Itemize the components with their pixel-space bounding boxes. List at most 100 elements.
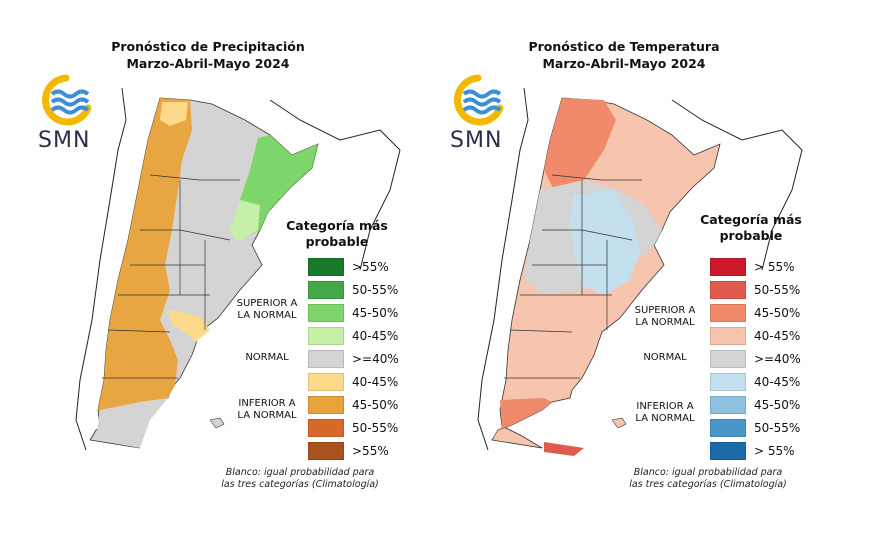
precip-map: [75, 87, 401, 451]
legend-swatch: [710, 304, 746, 322]
cat-label-line: INFERIOR A: [238, 398, 296, 409]
legend-label: > 55%: [754, 260, 795, 274]
legend-swatch: [308, 373, 344, 391]
legend-swatch: [308, 281, 344, 299]
precip-legend-item: >=40%: [308, 349, 399, 369]
precip-legend-item: >55%: [308, 441, 389, 461]
precip-above-normal-light: [230, 200, 260, 242]
legend-swatch: [710, 258, 746, 276]
legend-label: 40-45%: [352, 329, 399, 343]
temp-title: Pronóstico de Temperatura Marzo-Abril-Ma…: [474, 38, 774, 72]
legend-label: >=40%: [352, 352, 399, 366]
legend-label: 45-50%: [352, 398, 399, 412]
legend-label: 50-55%: [754, 421, 801, 435]
legend-swatch: [308, 350, 344, 368]
cat-label-line: SUPERIOR A: [634, 305, 696, 316]
temp-legend-item: 45-50%: [710, 303, 800, 323]
precip-northwest-light: [160, 102, 188, 126]
precip-legend-item: 50-55%: [308, 280, 398, 300]
temp-map: [477, 87, 803, 456]
islands-shape: [209, 417, 225, 429]
temp-south-warm: [492, 398, 552, 440]
legend-swatch: [308, 258, 344, 276]
temp-legend-item: 40-45%: [710, 372, 800, 392]
legend-swatch: [710, 373, 746, 391]
legend-swatch: [308, 396, 344, 414]
temp-superior-label: SUPERIOR A LA NORMAL: [620, 305, 710, 329]
temp-title-line1: Pronóstico de Temperatura: [528, 39, 720, 54]
precip-note: Blanco: igual probabilidad para las tres…: [190, 467, 410, 491]
temp-legend-item: >=40%: [710, 349, 801, 369]
temp-note: Blanco: igual probabilidad para las tres…: [598, 467, 818, 491]
legend-label: >55%: [352, 260, 389, 274]
neighbor-border-line: [269, 99, 401, 271]
smn-logo-icon: [454, 74, 504, 126]
note-line: Blanco: igual probabilidad para: [633, 467, 783, 478]
temp-legend-item: > 55%: [710, 441, 795, 461]
temp-below-normal-region: [570, 190, 640, 295]
legend-label: 40-45%: [754, 329, 801, 343]
legend-label: 45-50%: [352, 306, 399, 320]
cat-label-line: LA NORMAL: [237, 410, 297, 421]
precip-title-line1: Pronóstico de Precipitación: [111, 39, 305, 54]
precip-lower-band: [168, 310, 210, 342]
legend-label: 50-55%: [352, 283, 399, 297]
temp-normal-label: NORMAL: [643, 352, 687, 363]
islands-shape: [611, 417, 627, 429]
cat-label-line: LA NORMAL: [635, 317, 695, 328]
temp-legend-item: 50-55%: [710, 280, 800, 300]
precip-inferior-label: INFERIOR A LA NORMAL: [222, 398, 312, 422]
note-line: Blanco: igual probabilidad para: [225, 467, 375, 478]
smn-logo-text: SMN: [450, 128, 503, 153]
precip-legend-title-line1: Categoría más: [286, 218, 388, 233]
cat-label-line: LA NORMAL: [237, 310, 297, 321]
note-line: las tres categorías (Climatología): [221, 479, 379, 490]
temperature-panel: Pronóstico de Temperatura Marzo-Abril-Ma…: [444, 0, 887, 554]
precip-legend-item: 40-45%: [308, 326, 398, 346]
cat-label-line: LA NORMAL: [635, 413, 695, 424]
temp-legend-title: Categoría más probable: [696, 212, 806, 244]
precip-legend-title-line2: probable: [305, 234, 369, 249]
smn-logo-text: SMN: [38, 128, 91, 153]
legend-swatch: [308, 304, 344, 322]
precipitation-panel: Pronóstico de Precipitación Marzo-Abril-…: [0, 0, 443, 554]
precip-title-line2: Marzo-Abril-Mayo 2024: [126, 56, 290, 71]
temp-title-line2: Marzo-Abril-Mayo 2024: [542, 56, 706, 71]
neighbor-border-line: [671, 99, 803, 271]
legend-swatch: [710, 350, 746, 368]
legend-swatch: [308, 442, 344, 460]
legend-swatch: [308, 419, 344, 437]
precip-below-normal-region: [98, 98, 192, 425]
legend-swatch: [710, 396, 746, 414]
legend-label: 45-50%: [754, 306, 801, 320]
legend-label: >=40%: [754, 352, 801, 366]
precip-legend-item: 45-50%: [308, 303, 398, 323]
temp-legend-item: 45-50%: [710, 395, 800, 415]
precip-legend-title: Categoría más probable: [282, 218, 392, 250]
precip-legend-item: 45-50%: [308, 395, 398, 415]
precip-normal-label: NORMAL: [245, 352, 289, 363]
legend-label: > 55%: [754, 444, 795, 458]
temp-legend-item: > 55%: [710, 257, 795, 277]
legend-label: >55%: [352, 444, 389, 458]
legend-swatch: [710, 281, 746, 299]
temp-legend-title-line1: Categoría más: [700, 212, 802, 227]
legend-label: 40-45%: [352, 375, 399, 389]
precip-legend-item: >55%: [308, 257, 389, 277]
cat-label-line: SUPERIOR A: [236, 298, 298, 309]
cat-label-line: INFERIOR A: [636, 401, 694, 412]
province-borders: [504, 174, 642, 379]
chile-coastline: [477, 87, 529, 451]
chile-coastline: [75, 87, 127, 451]
legend-swatch: [308, 327, 344, 345]
legend-swatch: [710, 327, 746, 345]
smn-logo: SMN: [36, 74, 106, 154]
note-line: las tres categorías (Climatología): [629, 479, 787, 490]
temp-inferior-label: INFERIOR A LA NORMAL: [620, 401, 710, 425]
legend-label: 50-55%: [754, 283, 801, 297]
temp-tierra-del-fuego: [544, 442, 584, 456]
province-borders: [102, 174, 240, 379]
legend-swatch: [710, 419, 746, 437]
temp-legend-item: 50-55%: [710, 418, 800, 438]
legend-label: 50-55%: [352, 421, 399, 435]
